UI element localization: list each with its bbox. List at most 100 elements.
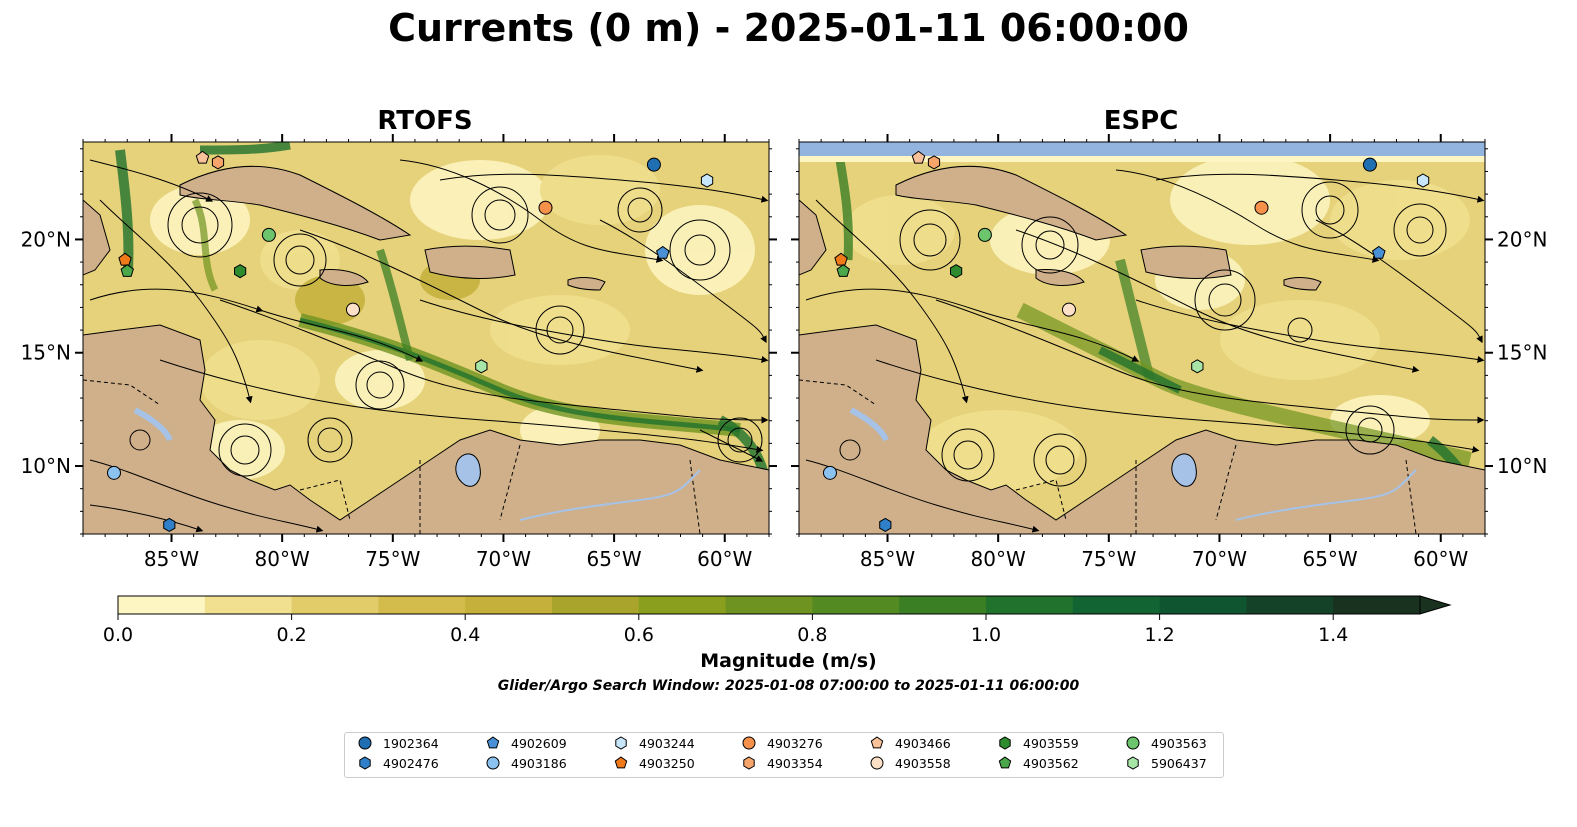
legend-marker-icon [615, 736, 627, 750]
legend-item: 4903562 [997, 755, 1079, 771]
legend-label: 4903354 [767, 755, 823, 771]
float-marker-5906437 [475, 359, 488, 374]
float-marker-4903466 [195, 150, 210, 164]
float-marker-1902364 [1362, 157, 1377, 172]
legend-marker-icon [998, 756, 1012, 769]
float-marker-4903250 [118, 252, 132, 266]
float-markers-espc [822, 150, 1430, 532]
colorbar-segment [986, 596, 1074, 614]
colorbar-segment [899, 596, 987, 614]
legend-label: 5906437 [1151, 755, 1207, 771]
legend-marker-icon [742, 736, 756, 750]
x-tick-label: 65°W [1302, 547, 1357, 571]
legend-marker-icon [870, 756, 884, 770]
colorbar-segment [378, 596, 466, 614]
panel-frame [798, 141, 1486, 535]
legend-item: 4903558 [869, 755, 951, 771]
legend-marker-icon [486, 736, 500, 749]
float-marker-4903186 [822, 465, 837, 480]
legend-label: 4902609 [511, 735, 567, 751]
legend-marker-icon [743, 756, 755, 770]
y-tick-label-left: 10°N [21, 454, 71, 478]
float-marker-4902609 [1372, 245, 1386, 259]
colorbar-segment [812, 596, 900, 614]
legend-label: 4903558 [895, 755, 951, 771]
float-marker-4903354 [211, 155, 225, 170]
colorbar-tick-label: 0.0 [103, 624, 133, 646]
legend-item: 4903559 [997, 735, 1079, 751]
legend-marker-icon [1126, 736, 1140, 750]
legend-item: 4903276 [741, 735, 823, 751]
float-marker-4902476 [879, 517, 892, 532]
colorbar-segment [204, 596, 293, 614]
colorbar-tick-label: 1.4 [1318, 624, 1348, 646]
x-tick-label: 70°W [476, 547, 531, 571]
figure-title: Currents (0 m) - 2025-01-11 06:00:00 [388, 6, 1189, 50]
colorbar-tick-label: 1.2 [1144, 624, 1174, 646]
float-marker-4903558 [1061, 302, 1076, 317]
colorbar-extend-arrow [1419, 595, 1452, 615]
colorbar: 0.0 0.2 0.4 0.6 0.8 1.0 1.2 1.4 [103, 595, 1452, 646]
float-marker-4902476 [163, 517, 176, 532]
float-marker-5906437 [1191, 359, 1204, 374]
legend-label: 4903562 [1023, 755, 1079, 771]
legend-item: 4902476 [357, 755, 439, 771]
float-marker-4903276 [1254, 200, 1269, 215]
float-marker-4903186 [106, 465, 121, 480]
legend-item: 4903466 [869, 735, 951, 751]
legend-label: 4903186 [511, 755, 567, 771]
legend-label: 4903559 [1023, 735, 1079, 751]
y-tick-label-right: 10°N [1497, 454, 1547, 478]
colorbar-segment [1246, 596, 1334, 614]
legend-marker-icon [486, 756, 500, 770]
x-tick-label: 60°W [1413, 547, 1468, 571]
x-tick-label: 60°W [697, 547, 752, 571]
colorbar-segment [1159, 596, 1247, 614]
colorbar-tick-label: 0.4 [450, 624, 480, 646]
colorbar-tick-label: 0.6 [624, 624, 654, 646]
legend-item: 4903354 [741, 755, 823, 771]
colorbar-segment [638, 596, 727, 614]
legend-item: 1902364 [357, 735, 439, 751]
float-marker-4903276 [538, 200, 553, 215]
float-marker-4903563 [261, 227, 276, 242]
legend-item: 4903244 [613, 735, 695, 751]
colorbar-segment [552, 596, 640, 614]
float-marker-4903244 [700, 173, 714, 188]
legend-item: 4903186 [485, 755, 567, 771]
float-marker-4903563 [977, 227, 992, 242]
x-tick-label: 70°W [1192, 547, 1247, 571]
legend-marker-icon [358, 736, 372, 750]
colorbar-segment [1072, 596, 1161, 614]
legend-label: 4903466 [895, 735, 951, 751]
colorbar-segment [118, 596, 206, 614]
axis-ticks: 85°W 80°W 75°W 70°W 65°W 60°W 10°N 15°N 20°N 85°W… [21, 134, 1547, 571]
legend-item: 4902609 [485, 735, 567, 751]
float-marker-4903559 [950, 264, 963, 279]
float-marker-4903466 [911, 150, 926, 164]
legend-marker-icon [614, 756, 628, 769]
panel-frame [82, 141, 770, 535]
legend-label: 4903563 [1151, 735, 1207, 751]
legend-marker-icon [359, 756, 371, 770]
legend-item: 5906437 [1125, 755, 1207, 771]
colorbar-tick-label: 0.8 [797, 624, 827, 646]
legend-label: 4902476 [383, 755, 439, 771]
x-tick-label: 65°W [586, 547, 641, 571]
float-marker-4903562 [836, 264, 850, 277]
x-tick-label: 75°W [365, 547, 420, 571]
no-data-band [799, 142, 1485, 156]
colorbar-segment [725, 596, 813, 614]
float-legend: 1902364 4902476 4902609 4903186 4903244 49032… [344, 732, 1224, 778]
map-panel-rtofs [82, 141, 770, 535]
legend-item: 4903563 [1125, 735, 1207, 751]
float-marker-4903558 [345, 302, 360, 317]
y-tick-label-left: 15°N [21, 341, 71, 365]
legend-label: 4903250 [639, 755, 695, 771]
y-tick-label-right: 15°N [1497, 341, 1547, 365]
legend-marker-icon [870, 736, 884, 749]
legend-label: 1902364 [383, 735, 439, 751]
map-panel-espc [798, 141, 1486, 535]
x-tick-label: 85°W [860, 547, 915, 571]
